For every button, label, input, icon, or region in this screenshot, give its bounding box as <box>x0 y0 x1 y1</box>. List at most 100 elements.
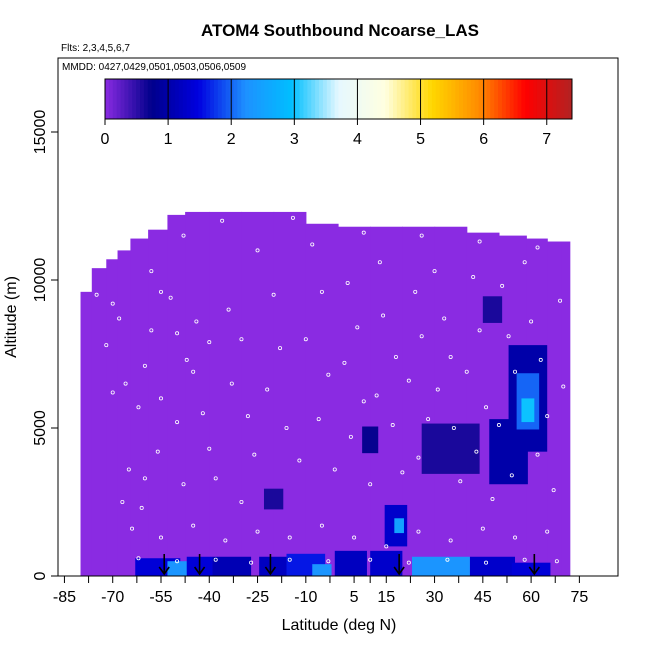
heatmap-column <box>273 211 307 576</box>
colorbar-segment <box>190 79 196 119</box>
heatmap-column <box>185 211 210 576</box>
colorbar-segment <box>435 79 441 119</box>
colorbar-segment <box>213 79 219 119</box>
y-tick-label: 15000 <box>32 110 49 155</box>
colorbar-segment <box>361 79 367 119</box>
colorbar-segment <box>392 79 398 119</box>
heatmap-column <box>561 241 571 576</box>
colorbar-segment <box>260 79 266 119</box>
y-axis: 0 5000 10000 15000 <box>32 58 59 580</box>
colorbar-segment <box>268 79 273 119</box>
sample-point <box>558 298 563 303</box>
sample-point <box>229 381 234 386</box>
sample-point <box>207 446 212 451</box>
colorbar-segment <box>513 79 519 119</box>
colorbar-segment <box>533 79 538 119</box>
colorbar-segment <box>459 79 464 119</box>
heatmap-column <box>547 241 563 576</box>
flight-arrow-head <box>393 566 405 576</box>
sample-point <box>194 319 199 324</box>
colorbar-segment <box>396 79 402 119</box>
x-tick-label: 60 <box>522 589 540 606</box>
colorbar-segment <box>233 79 238 119</box>
sample-point <box>368 557 373 562</box>
x-axis-label: Latitude (deg N) <box>282 617 397 634</box>
sample-point <box>319 289 324 294</box>
colorbar-segment <box>217 79 223 119</box>
sample-point <box>223 538 228 543</box>
sample-point <box>284 425 289 430</box>
colorbar-segment <box>560 79 565 119</box>
x-tick-label: 15 <box>377 589 395 606</box>
sample-point <box>522 557 527 562</box>
sample-point <box>406 378 411 383</box>
sample-point <box>348 434 353 439</box>
sample-point <box>200 411 205 416</box>
colorbar-segment <box>466 79 472 119</box>
sample-point <box>426 417 431 422</box>
sample-point <box>310 242 315 247</box>
flight-arrow-head <box>158 566 170 576</box>
sample-point <box>509 473 514 478</box>
colorbar-segment <box>408 79 413 119</box>
colorbar-segment <box>120 79 125 119</box>
colorbar-segment <box>540 79 546 119</box>
sample-point <box>120 499 125 504</box>
sample-point <box>136 405 141 410</box>
sample-point <box>522 260 527 265</box>
heatmap-cell <box>362 426 379 454</box>
x-tick-label: -85 <box>53 589 76 606</box>
sample-point <box>126 467 131 472</box>
sample-points <box>94 215 566 565</box>
colorbar-segment <box>186 79 192 119</box>
sample-point <box>355 325 360 330</box>
sample-point <box>435 387 440 392</box>
colorbar-segment <box>377 79 382 119</box>
sample-point <box>368 482 373 487</box>
colorbar-segment <box>221 79 227 119</box>
sample-point <box>158 396 163 401</box>
colorbar-segment <box>202 79 207 119</box>
heatmap-cell <box>259 556 289 576</box>
heatmap-cell <box>312 564 332 576</box>
colorbar-segment <box>315 79 320 119</box>
sample-point <box>319 523 324 528</box>
colorbar-segment <box>369 79 375 119</box>
colorbar-segment <box>412 79 417 119</box>
sample-point <box>535 245 540 250</box>
sample-point <box>352 535 357 540</box>
sample-point <box>484 560 489 565</box>
sample-point <box>271 292 276 297</box>
sample-point <box>484 405 489 410</box>
colorbar-segment <box>252 79 258 119</box>
sample-point <box>513 535 518 540</box>
sample-point <box>345 280 350 285</box>
colorbar-segment <box>163 79 168 119</box>
colorbar-segment <box>428 79 433 119</box>
sample-point <box>213 557 218 562</box>
heatmap-cell <box>412 556 470 576</box>
sample-point <box>448 538 453 543</box>
sample-point <box>406 560 411 565</box>
sample-point <box>155 449 160 454</box>
sample-point <box>110 301 115 306</box>
colorbar-segment <box>536 79 542 119</box>
colorbar-segment <box>178 79 184 119</box>
colorbar-segment <box>463 79 468 119</box>
y-tick-label: 10000 <box>32 258 49 303</box>
x-tick-label: -70 <box>101 589 124 606</box>
colorbar-segment <box>556 79 561 119</box>
heatmap-column <box>338 226 371 576</box>
colorbar-segment <box>564 79 569 119</box>
heatmap-column <box>148 229 169 576</box>
colorbar-segment <box>171 79 176 119</box>
colorbar-segment <box>272 79 277 119</box>
colorbar-segment <box>494 79 499 119</box>
colorbar-segment <box>256 79 262 119</box>
sample-point <box>390 423 395 428</box>
sample-point <box>506 334 511 339</box>
sample-point <box>451 425 456 430</box>
colorbar-segment <box>147 79 153 119</box>
sample-point <box>252 452 257 457</box>
heatmap-column <box>80 291 93 576</box>
